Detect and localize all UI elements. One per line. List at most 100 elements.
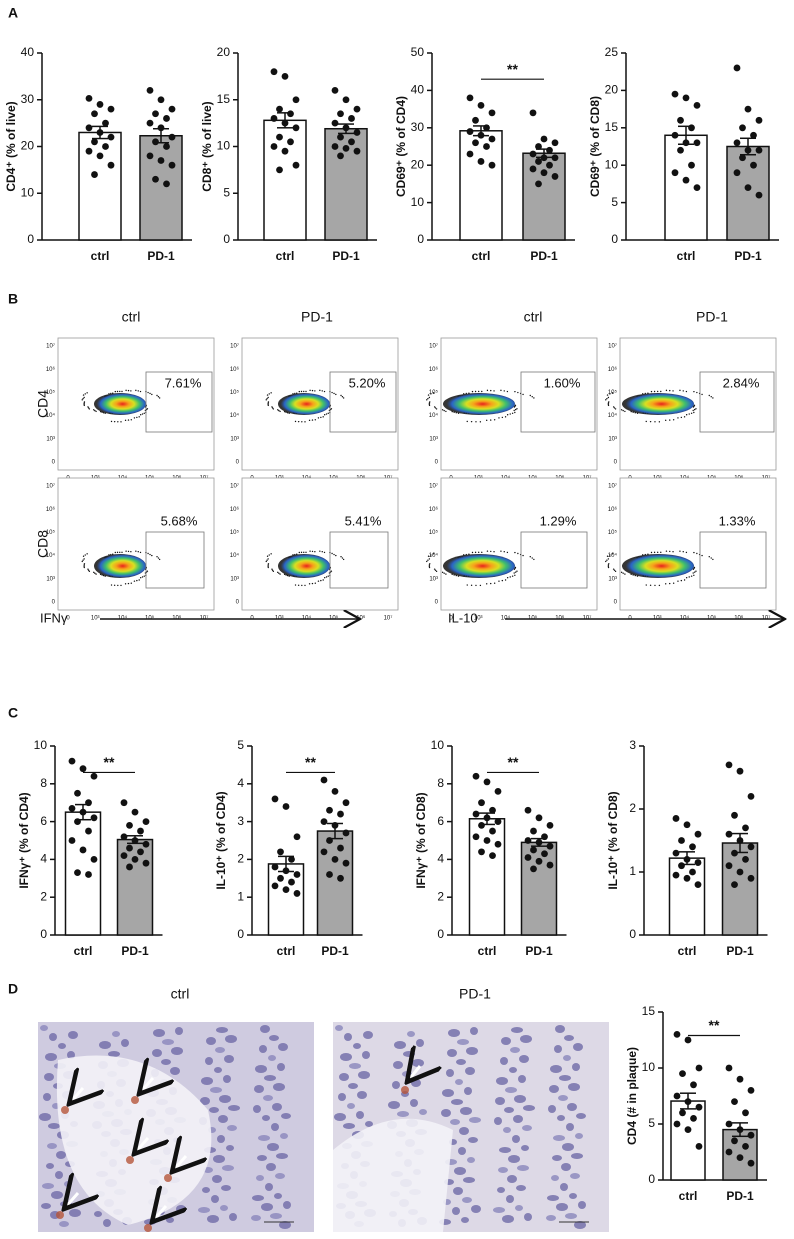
stained-cell <box>56 1211 64 1219</box>
x-tick-label: ctrl <box>679 1189 698 1203</box>
flow-event <box>317 417 320 419</box>
flow-event <box>311 582 314 585</box>
nucleus <box>516 1185 526 1191</box>
stained-cell <box>61 1106 69 1114</box>
flow-event <box>486 550 489 552</box>
flow-event <box>298 390 301 393</box>
flow-event <box>84 554 86 556</box>
flow-x-tick-label: 10⁴ <box>118 615 128 622</box>
flow-y-tick-label: 10⁷ <box>429 343 438 350</box>
nucleus <box>573 1043 583 1051</box>
nucleus <box>68 1031 78 1039</box>
flow-event <box>314 582 317 584</box>
nucleus <box>225 1035 237 1043</box>
flow-event <box>267 566 269 569</box>
flow-x-tick-label: 0 <box>66 616 70 622</box>
flow-event <box>272 570 275 573</box>
data-point <box>277 874 284 882</box>
data-point <box>331 787 339 795</box>
nucleus <box>99 1041 111 1049</box>
flow-event <box>645 584 647 586</box>
data-point <box>529 165 537 173</box>
nucleus <box>363 1031 373 1039</box>
y-tick-label: 0 <box>629 927 636 941</box>
flow-y-tick-label: 10⁷ <box>230 343 239 350</box>
flow-event <box>522 393 524 396</box>
data-point <box>276 105 283 113</box>
nucleus <box>348 1083 358 1089</box>
cell-arrow <box>172 1156 186 1172</box>
column-header: ctrl <box>122 309 141 325</box>
axis-arrow-label: IL-10 <box>448 610 478 625</box>
flow-event <box>88 408 91 410</box>
flow-event <box>429 401 431 403</box>
flow-event <box>710 396 712 398</box>
flow-event <box>113 584 116 586</box>
nucleus <box>570 1173 580 1179</box>
data-point <box>281 119 289 127</box>
flow-plot-frame <box>440 477 598 611</box>
nucleus <box>518 1075 526 1083</box>
nucleus <box>564 1035 574 1041</box>
flow-event <box>137 551 139 553</box>
data-point <box>353 129 361 136</box>
data-point <box>68 757 76 765</box>
nucleus <box>170 1067 180 1075</box>
gate-percentage: 1.33% <box>719 513 756 528</box>
nucleus <box>507 1175 517 1183</box>
flow-event <box>266 394 269 396</box>
flow-y-tick-label: 10⁴ <box>230 412 240 419</box>
data-point <box>288 878 295 886</box>
nucleus <box>555 1025 565 1033</box>
flow-event <box>95 410 97 413</box>
flow-event <box>432 392 435 394</box>
data-point <box>270 143 278 150</box>
data-point <box>682 94 690 102</box>
data-point <box>477 158 485 165</box>
x-tick-label: ctrl <box>91 249 110 263</box>
data-point <box>157 157 165 164</box>
flow-y-tick-label: 10⁵ <box>230 529 240 536</box>
flow-event <box>143 412 145 415</box>
flow-event <box>511 412 514 415</box>
flow-event <box>514 411 516 414</box>
flow-event <box>513 572 515 574</box>
data-point <box>353 105 361 113</box>
nucleus <box>365 1121 373 1127</box>
flow-event <box>311 389 314 392</box>
bar-chart: 0 5 10 15 CD4 (# in plaque) ctrl PD-1 ** <box>625 1004 767 1203</box>
y-tick-label: 2 <box>40 889 47 903</box>
nucleus <box>524 1213 532 1221</box>
flow-event <box>658 421 661 423</box>
flow-event <box>682 551 684 553</box>
flow-event <box>133 580 136 582</box>
data-point <box>146 87 154 94</box>
flow-event <box>149 392 151 395</box>
flow-event <box>428 565 431 567</box>
flow-event <box>690 575 693 577</box>
data-point <box>146 152 154 160</box>
flow-event <box>319 550 321 552</box>
x-tick-label: PD-1 <box>726 944 754 958</box>
data-point <box>96 152 104 160</box>
flow-event <box>136 579 138 582</box>
y-axis-label: IFNγ⁺ (% of CD4) <box>17 792 31 888</box>
flow-event <box>141 576 144 578</box>
nucleus <box>223 1075 231 1083</box>
flow-event <box>696 552 698 555</box>
data-point <box>342 144 350 152</box>
bar-chart: 0 5 10 15 20 CD8⁺ (% of live) ctrl PD-1 <box>200 45 377 263</box>
flow-event <box>708 394 710 397</box>
y-tick-label: 5 <box>611 195 618 209</box>
data-point <box>163 180 170 188</box>
column-header: PD-1 <box>696 309 728 325</box>
nucleus <box>503 1127 511 1133</box>
flow-density <box>278 554 330 578</box>
flow-event <box>151 554 153 557</box>
flow-event <box>322 579 324 581</box>
bar <box>263 119 307 241</box>
nucleus <box>496 1077 508 1085</box>
data-point <box>342 96 350 104</box>
bar <box>668 857 706 936</box>
nucleus <box>356 1111 364 1119</box>
